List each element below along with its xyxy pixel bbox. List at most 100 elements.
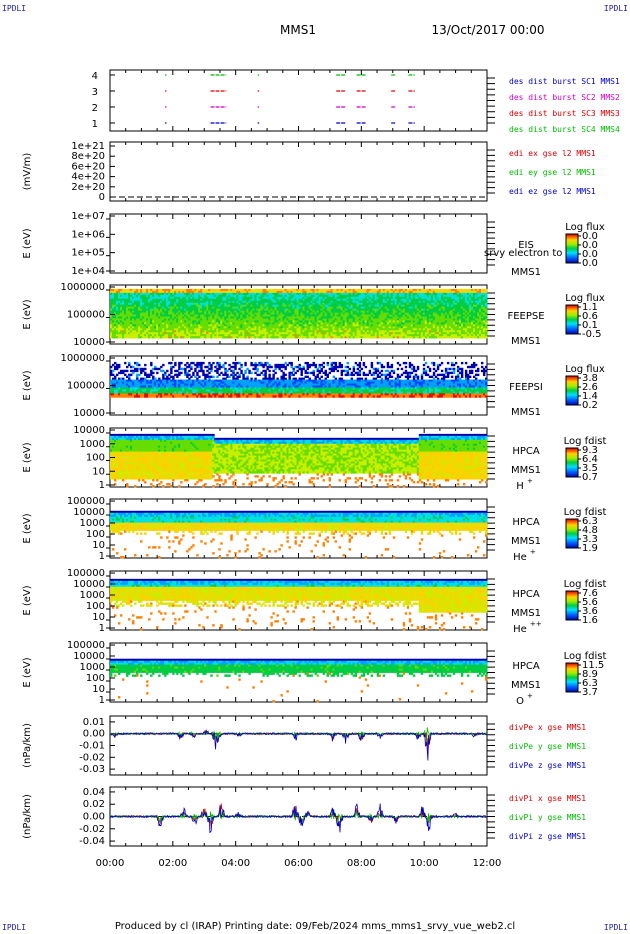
feepse-panel-cell <box>316 312 319 315</box>
feepse-panel-cell <box>346 308 350 311</box>
feepse-panel-cell <box>370 300 374 304</box>
feepse-panel-cell <box>472 306 476 309</box>
feepse-panel-cell <box>146 294 149 298</box>
feepse-panel-cell <box>374 332 378 335</box>
feepse-panel-cell <box>192 336 195 339</box>
feepse-panel-cell <box>124 320 127 323</box>
feepse-panel-cell <box>266 310 269 313</box>
feepse-panel-cell <box>310 304 313 308</box>
feepse-panel-cell <box>362 308 366 311</box>
feepse-panel-cell <box>296 336 299 339</box>
feepse-panel-cell <box>324 330 327 333</box>
feepse-panel-cell <box>442 302 446 306</box>
feepse-panel-cell <box>376 314 380 317</box>
feepse-panel-cell <box>412 312 416 315</box>
eis-panel-ytick-label: 1e+05 <box>71 248 105 259</box>
feepse-panel-cell <box>350 314 354 317</box>
feepse-panel-cell <box>258 318 261 321</box>
feepse-panel-cell <box>190 316 193 319</box>
feepse-panel-cell <box>420 306 424 309</box>
feepse-panel-cell <box>286 326 289 329</box>
feepse-panel-cell <box>214 288 217 292</box>
feepse-panel-cell <box>442 310 446 313</box>
feepse-panel-cell <box>336 332 340 335</box>
feepse-panel-cell <box>158 302 161 306</box>
feepse-panel-cell <box>462 318 466 321</box>
feepse-panel-cell <box>282 288 285 292</box>
feepse-panel-cell <box>366 306 370 309</box>
feepse-panel-cell <box>396 334 400 337</box>
feepse-panel-cell <box>380 312 384 315</box>
feepse-panel-cell <box>110 310 113 313</box>
feepse-panel-cell <box>162 318 165 321</box>
feepse-panel-cell <box>466 318 470 321</box>
feepse-panel-cell <box>334 302 338 306</box>
feepse-panel-cell <box>316 310 319 313</box>
feepse-panel-cell <box>304 294 307 298</box>
corner-label-bottom-right: IPDLI <box>603 923 628 932</box>
feepse-panel-cell <box>178 308 181 311</box>
feepse-panel-cell <box>470 330 474 333</box>
feepse-panel-cell <box>448 314 452 317</box>
feepse-panel-cell <box>388 302 392 306</box>
feepse-panel-cell <box>390 318 394 321</box>
feepse-panel-cell <box>370 314 374 317</box>
feepse-panel-cell <box>150 322 153 325</box>
feepse-panel-cell <box>406 322 410 325</box>
feepse-panel-cell <box>322 312 325 315</box>
feepse-panel-cell <box>328 298 331 302</box>
feepse-panel-cell <box>142 296 145 300</box>
feepse-panel-cell <box>178 328 181 331</box>
feepse-panel-cell <box>330 332 333 335</box>
feepse-panel-cell <box>230 312 233 315</box>
feepse-panel-cell <box>364 334 368 337</box>
feepse-panel-cell <box>334 298 338 302</box>
feepse-panel-cell <box>150 330 153 333</box>
feepse-panel-cell <box>276 322 279 325</box>
feepse-panel-cell <box>342 332 346 335</box>
feepse-panel-cell <box>118 312 121 315</box>
feepse-panel-cell <box>326 312 329 315</box>
feepse-panel-cell <box>230 300 233 304</box>
feepse-panel-cell <box>238 314 241 317</box>
feepse-panel-cell <box>260 294 263 298</box>
feepse-panel-cell <box>124 300 127 304</box>
feepse-panel-cell <box>366 298 370 302</box>
feepse-panel-cell <box>196 288 199 292</box>
feepse-panel-cell <box>130 326 133 329</box>
feepse-panel-cell <box>224 288 227 292</box>
feepse-panel-cell <box>478 318 482 321</box>
feepse-panel-cell <box>132 326 135 329</box>
feepse-panel-cell <box>146 320 149 323</box>
feepse-panel-cell <box>114 288 117 292</box>
feepse-panel-cell <box>370 306 374 309</box>
feepse-panel-cell <box>184 292 187 296</box>
feepse-panel-cell <box>406 298 410 302</box>
feepse-panel-cell <box>328 300 331 304</box>
feepse-panel-cell <box>298 326 301 329</box>
feepse-panel-cell <box>426 328 430 331</box>
feepse-panel-cell <box>478 326 482 329</box>
feepse-panel-cell <box>112 302 115 306</box>
feepse-panel-cell <box>420 288 424 292</box>
feepse-panel-cell <box>266 318 269 321</box>
feepse-panel-cell <box>328 318 331 321</box>
feepse-panel-cell <box>178 296 181 300</box>
feepse-panel-cell <box>448 294 452 298</box>
feepse-panel-cell <box>292 334 295 337</box>
burst-panel-legend-item: des dist burst SC4 MMS4 <box>509 125 620 134</box>
feepse-panel-cell <box>336 320 340 323</box>
feepse-panel-cell <box>334 326 338 329</box>
feepse-panel-cell <box>236 294 239 298</box>
feepse-panel-cell <box>352 312 356 315</box>
feepse-panel-cell <box>168 336 171 339</box>
feepse-panel-cell <box>152 328 155 331</box>
feepse-panel-cell <box>470 302 474 306</box>
feepse-panel-cell <box>264 298 267 302</box>
feepse-panel-cell <box>400 318 404 321</box>
feepse-panel-cell <box>442 296 446 300</box>
feepse-panel-cell <box>366 322 370 325</box>
feepse-panel-cell <box>302 294 305 298</box>
feepse-panel-cell <box>232 304 235 308</box>
feepse-panel-cell <box>466 296 470 300</box>
